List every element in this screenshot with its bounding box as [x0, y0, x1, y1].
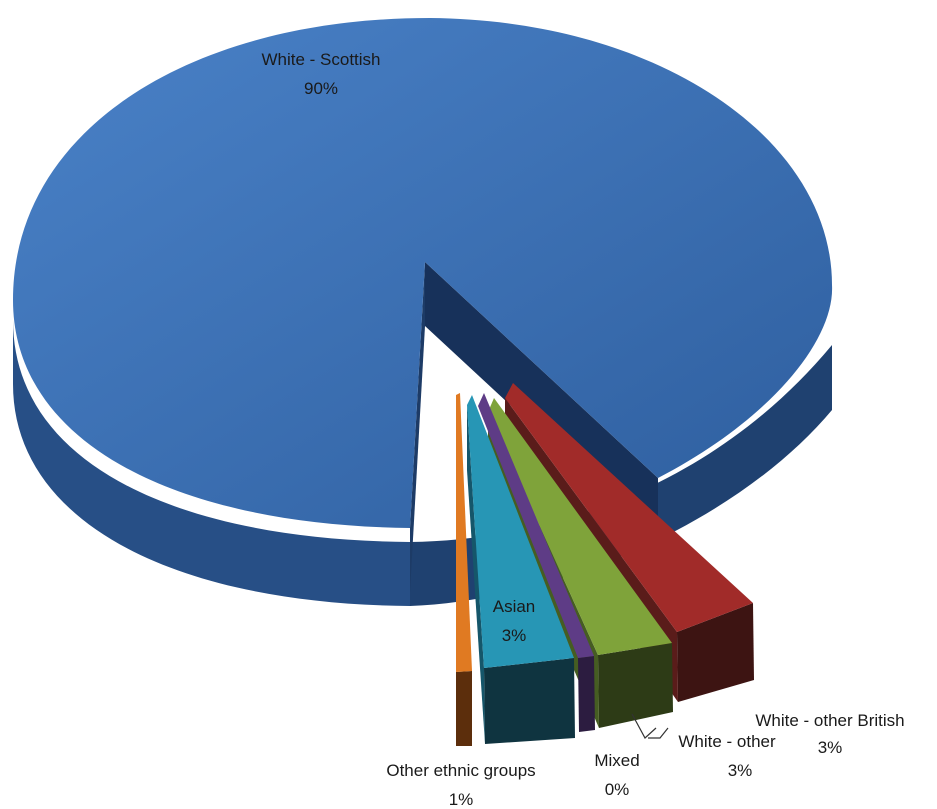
label-other-ethnic-groups-pct: 1%: [449, 790, 474, 809]
slice-other-ethnic-groups-top: [456, 393, 472, 672]
label-white-scottish: White - Scottish 90%: [261, 50, 380, 98]
slice-white-scottish: [13, 18, 833, 606]
slice-mixed-top: [478, 393, 594, 658]
slice-asian-side: [484, 658, 575, 744]
label-white-other-british-pct: 3%: [818, 738, 843, 757]
slice-white-other-british-top: [505, 383, 753, 632]
label-white-scottish-pct: 90%: [304, 79, 338, 98]
slice-other-ethnic-groups: [456, 393, 472, 746]
leader-line-white-other: [648, 727, 669, 739]
label-white-other-british: White - other British 3%: [755, 711, 904, 757]
slice-other-ethnic-groups-side: [456, 671, 472, 746]
slice-asian-top: [467, 395, 574, 668]
slice-white-other-british-side: [677, 603, 754, 702]
label-white-other-pct: 3%: [728, 761, 753, 780]
slice-white-scottish-rim: [13, 320, 410, 606]
slice-asian-wall: [467, 405, 485, 744]
label-other-ethnic-groups: Other ethnic groups 1%: [386, 761, 535, 809]
slice-mixed: [478, 393, 595, 732]
slice-white-scottish-top: [13, 18, 833, 528]
slice-mixed-side: [578, 656, 595, 732]
label-asian-name: Asian: [493, 597, 536, 616]
slice-asian: [467, 395, 575, 744]
label-mixed-name: Mixed: [594, 751, 639, 770]
slice-white-scottish-wall-b: [410, 262, 425, 592]
label-white-other: White - other 3%: [678, 732, 776, 780]
slice-white-other-side: [598, 643, 673, 728]
leader-line-mixed: [631, 713, 657, 739]
label-white-other-name: White - other: [678, 732, 776, 751]
label-other-ethnic-groups-name: Other ethnic groups: [386, 761, 535, 780]
label-mixed-pct: 0%: [605, 780, 630, 799]
slice-white-other-top: [488, 398, 672, 655]
label-asian-pct: 3%: [502, 626, 527, 645]
label-white-scottish-name: White - Scottish: [261, 50, 380, 69]
label-asian: Asian 3%: [493, 597, 536, 645]
label-white-other-british-name: White - other British: [755, 711, 904, 730]
label-mixed: Mixed 0%: [594, 751, 639, 799]
